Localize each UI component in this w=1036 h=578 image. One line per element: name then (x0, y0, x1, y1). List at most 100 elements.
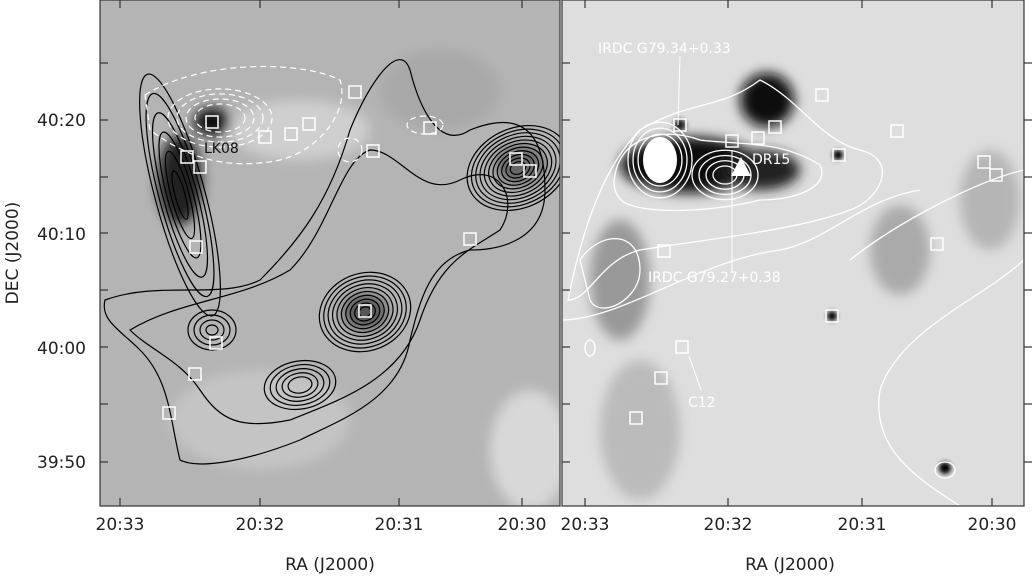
left-solid-contours (103, 59, 560, 465)
contour (275, 368, 325, 402)
dr15-triangle-marker (731, 157, 751, 176)
pointer-line-g79-34 (677, 55, 681, 126)
left-x-tick-label: 20:33 (96, 515, 145, 535)
left-panel: LK08 (100, 0, 560, 506)
right-x-tick-label: 20:32 (704, 515, 753, 535)
right-source-markers (629, 88, 1003, 425)
right-panel: IRDC G79.34+0.33 DR15 IRDC G79.27+0.38 C… (562, 0, 1024, 506)
contour (151, 112, 209, 278)
left-source-markers (162, 85, 537, 420)
source-marker-square (509, 152, 523, 166)
contour (579, 237, 641, 309)
contour (164, 150, 196, 240)
y-tick-label: 40:20 (37, 111, 86, 131)
contour (318, 271, 412, 353)
source-marker-square (989, 168, 1003, 182)
contour (129, 149, 509, 425)
contour (139, 73, 221, 317)
source-marker-square (825, 309, 839, 323)
source-marker-square (189, 240, 203, 254)
source-marker-square (629, 411, 643, 425)
contour (336, 287, 394, 337)
right-x-axis-label: RA (J2000) (745, 555, 835, 575)
right-contours (562, 79, 1024, 506)
source-marker-square (832, 148, 846, 162)
right-x-tick-label: 20:30 (968, 515, 1017, 535)
source-marker-square (205, 115, 219, 129)
contour (193, 314, 231, 346)
source-marker-square (193, 160, 207, 174)
contour (698, 154, 752, 196)
contour (331, 283, 399, 341)
contour (691, 149, 759, 201)
source-marker-square (523, 164, 537, 178)
contour (158, 131, 202, 259)
contour (145, 92, 215, 298)
source-marker-square (725, 134, 739, 148)
contour (354, 302, 376, 322)
source-marker-square (302, 117, 316, 131)
dashed-contour (194, 103, 246, 133)
right-x-tick-label: 20:33 (561, 515, 610, 535)
source-marker-square (654, 371, 668, 385)
source-marker-square (162, 406, 176, 420)
contour (479, 135, 557, 201)
contour (269, 364, 331, 406)
contour (199, 319, 225, 341)
source-marker-square (258, 130, 272, 144)
source-marker-square (180, 150, 194, 164)
dashed-contour (337, 137, 363, 163)
contour (103, 59, 546, 465)
left-panel-frame (99, 0, 561, 507)
contour (281, 372, 319, 398)
annotation-c12: C12 (688, 395, 716, 411)
contour (340, 290, 390, 334)
pointer-line-c12 (688, 355, 702, 391)
source-marker-square (657, 244, 671, 258)
source-marker-square (977, 155, 991, 169)
dashed-contour (185, 98, 255, 138)
contour (205, 324, 219, 336)
contour (171, 170, 189, 220)
contour (483, 139, 553, 197)
source-marker-square (673, 118, 687, 132)
contour (632, 127, 688, 193)
y-tick-label: 40:10 (37, 225, 86, 245)
contour (627, 121, 693, 199)
source-marker-square (890, 124, 904, 138)
contour (562, 189, 921, 321)
left-x-tick-label: 20:30 (498, 515, 547, 535)
source-marker-square (423, 121, 437, 135)
tick-marks (100, 0, 1032, 506)
left-image-structure (158, 50, 560, 506)
source-marker-square (815, 88, 829, 102)
left-x-axis-label: RA (J2000) (285, 555, 375, 575)
source-marker-square (751, 131, 765, 145)
right-x-tick-label: 20:31 (838, 515, 887, 535)
y-tick-label: 40:00 (37, 339, 86, 359)
contour (349, 298, 381, 326)
contour (345, 294, 385, 330)
source-marker-square (463, 232, 477, 246)
contour (263, 359, 337, 411)
contour (488, 142, 548, 194)
source-marker-square (209, 336, 223, 350)
source-marker-square (348, 85, 362, 99)
bright-source (643, 137, 677, 183)
dashed-contour (167, 88, 273, 148)
source-marker-square (188, 367, 202, 381)
contour (475, 132, 560, 204)
contour (470, 128, 560, 208)
source-marker-square (675, 340, 689, 354)
contour (466, 124, 560, 212)
contour (613, 133, 823, 212)
contour (501, 153, 535, 183)
right-panel-frame (561, 0, 1025, 507)
annotation-lk08: LK08 (204, 141, 239, 157)
contour (584, 339, 596, 357)
left-x-tick-label: 20:32 (236, 515, 285, 535)
dashed-contour (144, 65, 343, 165)
contour (187, 309, 237, 351)
contour (567, 79, 883, 301)
